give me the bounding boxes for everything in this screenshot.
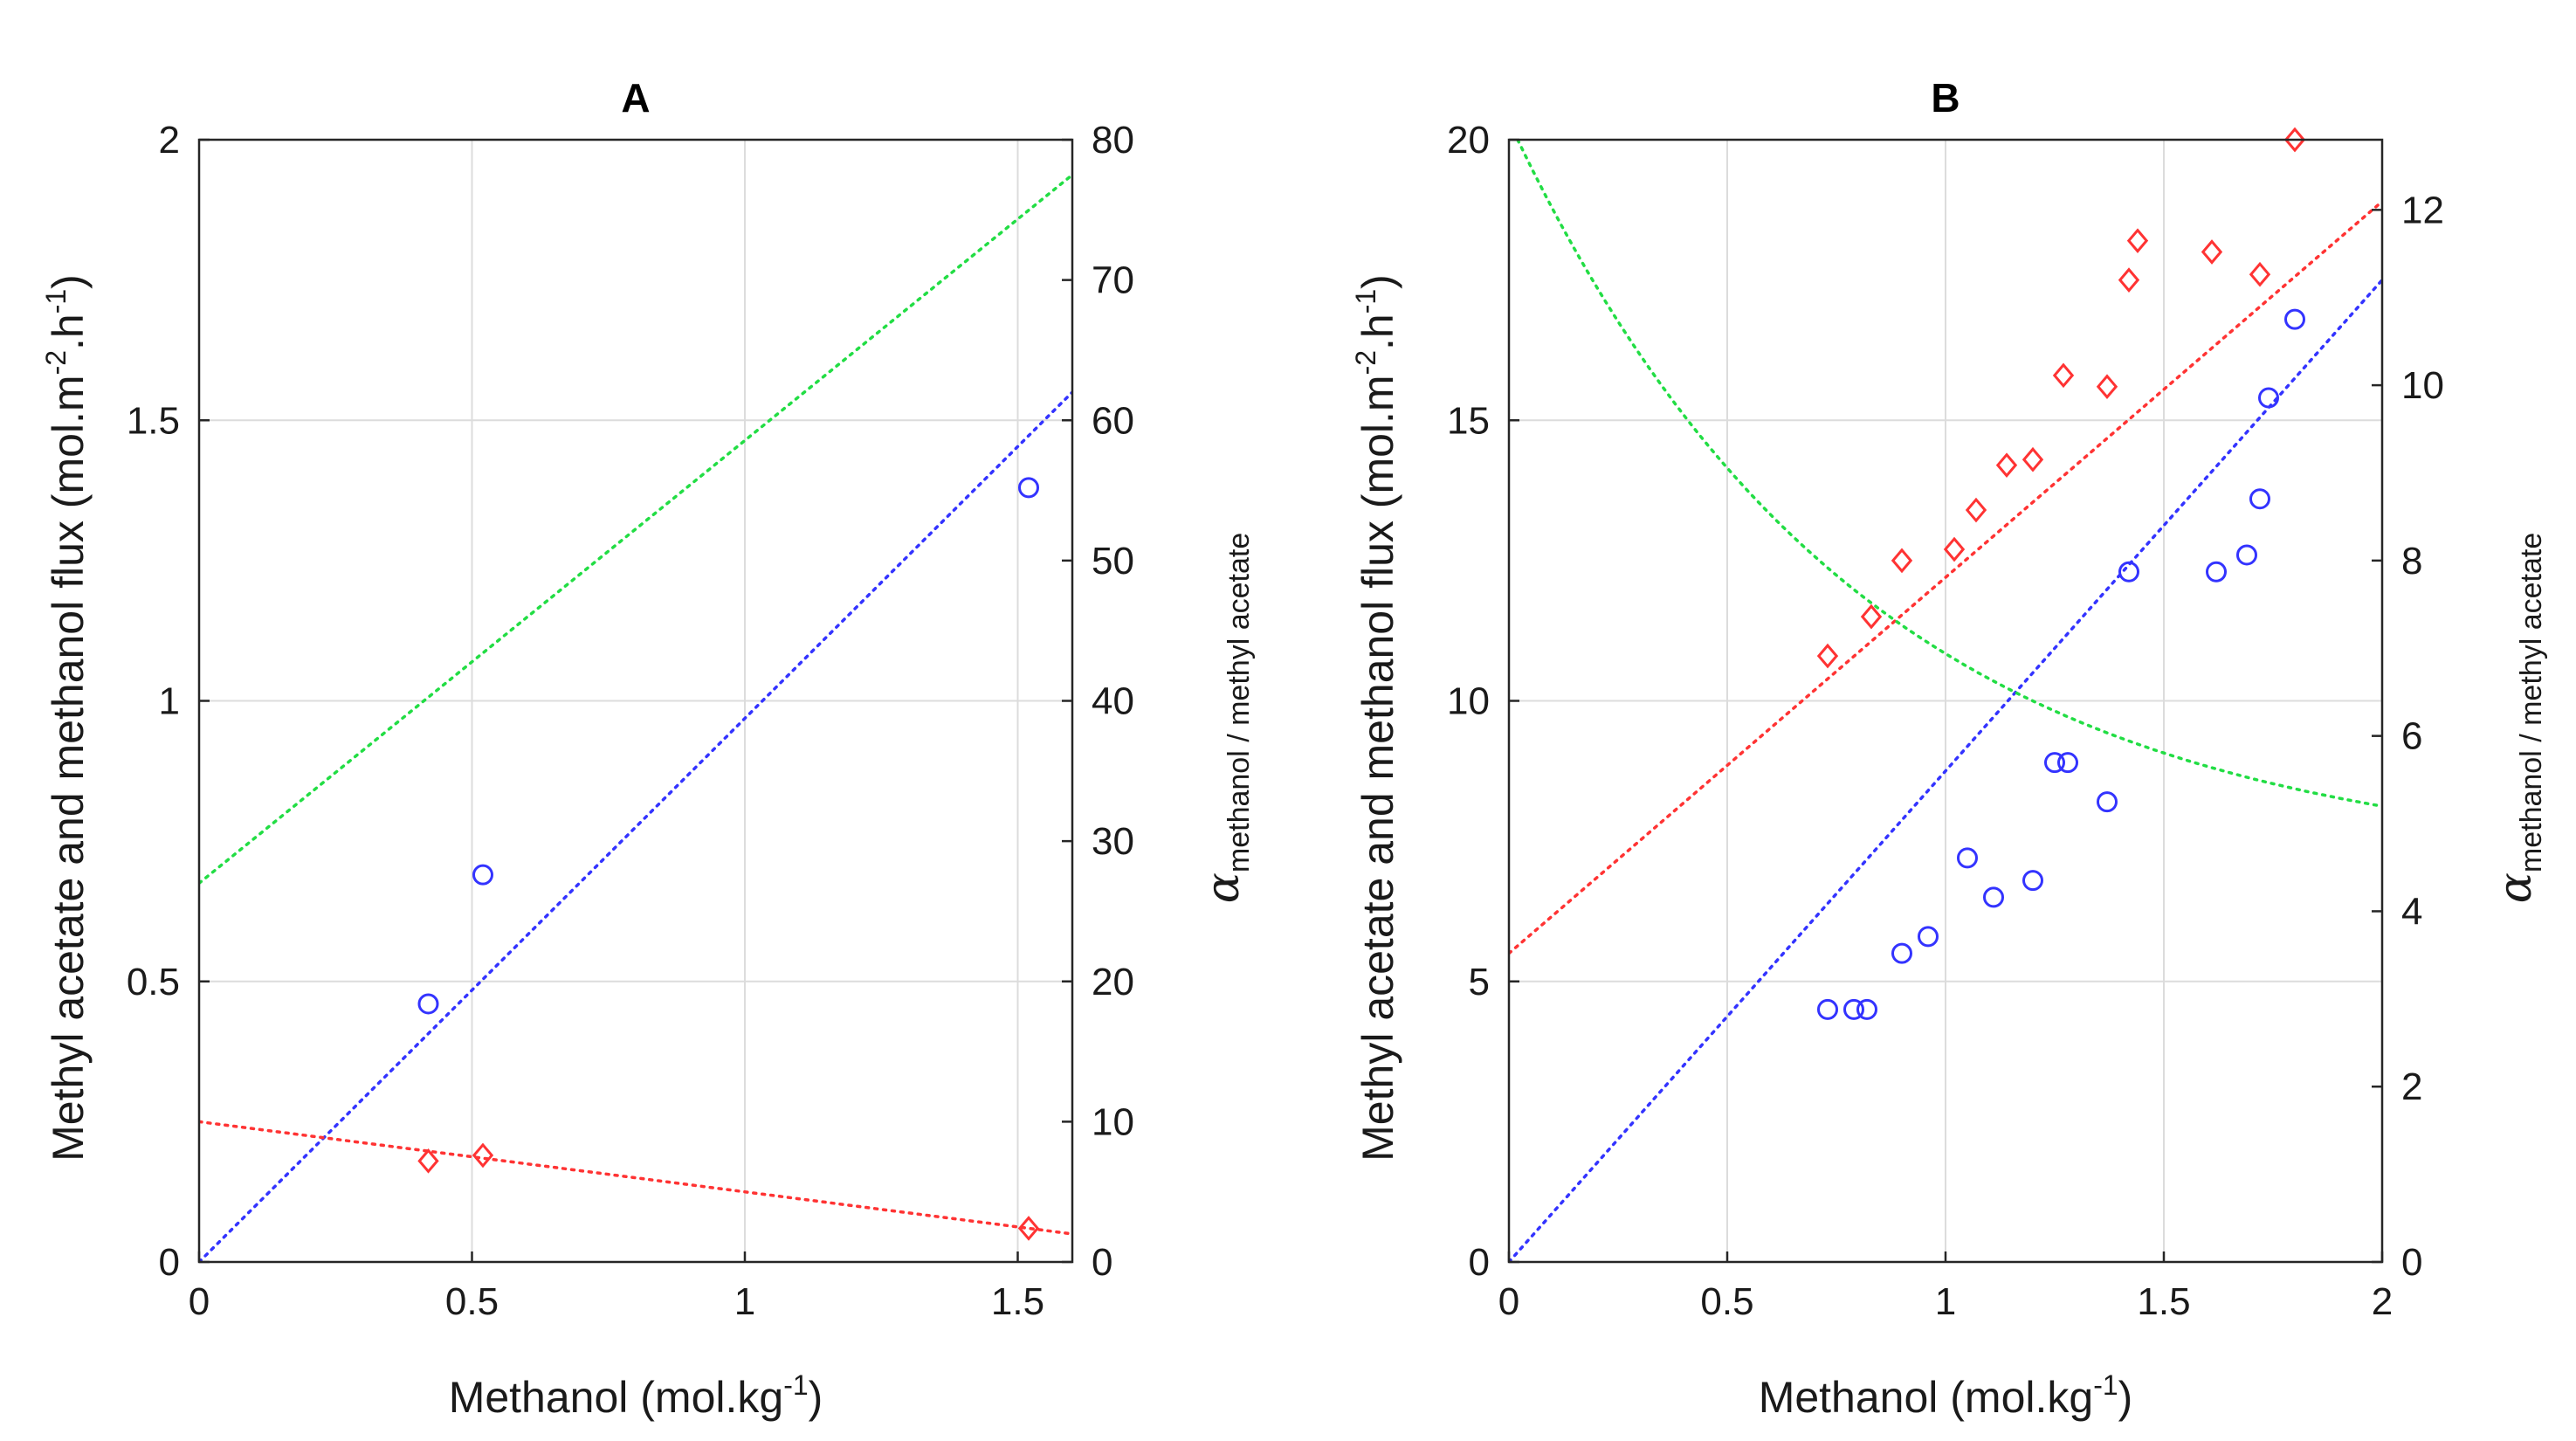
panel-b-diamond-marker (2201, 239, 2223, 265)
panel-b-circle-marker (1891, 942, 1912, 964)
panel-a-x-tick-label: 1.5 (991, 1280, 1044, 1323)
panel-a-y-tick-label: 2 (159, 119, 180, 162)
panel-a-y2-tick-label: 60 (1092, 399, 1134, 442)
panel-a-diamond-marker (417, 1148, 439, 1174)
panel-a-title: A (621, 75, 650, 121)
panel-b-diamond-marker (1943, 536, 1966, 562)
panel-b-y-tick-label: 0 (1469, 1241, 1490, 1284)
panel-b-diamond-marker (2052, 362, 2075, 389)
panel-b-y-tick-label: 15 (1447, 399, 1490, 442)
panel-b-markers (1816, 127, 2306, 1020)
panel-b-y2-tick-label: 4 (2401, 890, 2422, 933)
panel-a-gridlines (198, 139, 1072, 1263)
panel-a-x-tick-label: 0 (189, 1280, 210, 1323)
panel-a-y2-tick-label: 10 (1092, 1100, 1134, 1143)
panel-b-circle-marker (2206, 561, 2227, 583)
panel-b-circle-marker (1817, 998, 1838, 1020)
panel-b-fit-line-1 (1509, 199, 2382, 955)
panel-b-fit-line-2 (1516, 140, 2382, 808)
panel-a-markers (417, 477, 1040, 1241)
panel-b-x-tick-label: 1.5 (2137, 1280, 2190, 1323)
panel-b-x-tick-label: 1 (1935, 1280, 1956, 1323)
panel-b-right-axis-label: αmethanol / methyl acetate (2490, 533, 2548, 903)
panel-b-circle-marker (2258, 387, 2279, 409)
panel-b-x-axis-label: Methanol (mol.kg-1) (1759, 1369, 2133, 1422)
panel-a-y2-tick-label: 40 (1092, 680, 1134, 723)
panel-a-axes (197, 138, 1074, 1264)
panel-b-y2-tick-label: 6 (2401, 715, 2422, 758)
panel-b-y2-tick-label: 10 (2401, 364, 2444, 407)
panel-b-circle-marker (2057, 752, 2078, 774)
panel-b-circle-marker (1843, 998, 1864, 1020)
panel-a-y2-tick-label: 20 (1092, 961, 1134, 1003)
panel-b-x-tick-label: 2 (2372, 1280, 2393, 1323)
panel-b-diamond-marker (2249, 261, 2271, 287)
panel-b-circle-marker (2022, 870, 2043, 892)
panel-b-y2-tick-label: 12 (2401, 189, 2444, 231)
panel-b-x-tick-label: 0.5 (1700, 1280, 1753, 1323)
panel-b-circle-marker (2249, 488, 2270, 510)
panel-a-diamond-marker (1017, 1216, 1040, 1241)
panel-b-diamond-marker (1965, 497, 1987, 523)
panel-a-y-axis-label: Methyl acetate and methanol flux (mol.m-… (40, 274, 93, 1162)
panel-a-diamond-marker (472, 1142, 494, 1169)
panel-a-x-tick-label: 1 (734, 1280, 755, 1323)
panel-b-y2-tick-label: 8 (2401, 540, 2422, 583)
panel-b-y2-tick-label: 0 (2401, 1241, 2422, 1284)
panel-b-circle-marker (2236, 544, 2257, 566)
panel-b-circle-marker (2284, 308, 2305, 330)
panel-b-circle-marker (2118, 561, 2139, 583)
panel-a-y2-tick-label: 30 (1092, 820, 1134, 863)
panel-b-title: B (1931, 75, 1960, 121)
panel-a-y2-tick-label: 50 (1092, 540, 1134, 583)
panel-a-y2-tick-label: 70 (1092, 259, 1134, 302)
panel-b-diamond-marker (1816, 643, 1839, 669)
panel-a-fit-line-0 (199, 390, 1072, 1262)
panel-b-circle-marker (2044, 752, 2065, 774)
panel-a-y-tick-label: 1.5 (127, 399, 180, 442)
panel-a-y-tick-label: 0 (159, 1241, 180, 1284)
panel-b-circle-marker (1983, 886, 2004, 908)
panel-b-diamond-marker (2126, 228, 2149, 253)
panel-b-axes (1507, 138, 2384, 1264)
panel-a-circle-marker (1018, 477, 1039, 499)
panel-b-diamond-marker (1995, 452, 2018, 478)
panel-b-circle-marker (2097, 791, 2118, 813)
panel-a-y-tick-label: 0.5 (127, 961, 180, 1003)
panel-a-circle-marker (417, 993, 439, 1015)
panel-b-x-tick-label: 0 (1498, 1280, 1519, 1323)
panel-b-circle-marker (1957, 847, 1978, 869)
panel-a-circle-marker (472, 864, 493, 886)
panel-a-y2-tick-label: 80 (1092, 119, 1134, 162)
panel-b-diamond-marker (1860, 603, 1883, 630)
panel-b-fit-lines (1509, 140, 2382, 1262)
panel-b-circle-marker (1856, 998, 1877, 1020)
panel-b-diamond-marker (1891, 548, 1913, 574)
panel-b-diamond-marker (2022, 446, 2044, 472)
panel-a-y2-tick-label: 0 (1092, 1241, 1112, 1284)
panel-b-circle-marker (1918, 926, 1939, 948)
panel-a-x-axis-label: Methanol (mol.kg-1) (449, 1369, 823, 1422)
panel-a-fit-lines (199, 173, 1072, 1262)
panel-b-diamond-marker (2096, 374, 2118, 400)
panel-a-fit-line-2 (199, 173, 1072, 886)
panel-b-y2-tick-label: 2 (2401, 1065, 2422, 1108)
panel-b-fit-line-0 (1509, 278, 2382, 1262)
panel-b-y-tick-label: 5 (1469, 961, 1490, 1003)
panel-b-diamond-marker (2283, 127, 2306, 153)
panel-b-gridlines (1508, 139, 2383, 1263)
panel-a-fit-line-1 (199, 1120, 1072, 1236)
panel-a-x-tick-label: 0.5 (445, 1280, 499, 1323)
panel-b-diamond-marker (2118, 267, 2140, 293)
panel-b-y-tick-label: 10 (1447, 680, 1490, 723)
panel-a-right-axis-label: αmethanol / methyl acetate (1197, 533, 1256, 903)
panel-b-y-tick-label: 20 (1447, 119, 1490, 162)
panel-a-y-tick-label: 1 (159, 680, 180, 723)
panel-b-y-axis-label: Methyl acetate and methanol flux (mol.m-… (1350, 274, 1402, 1162)
